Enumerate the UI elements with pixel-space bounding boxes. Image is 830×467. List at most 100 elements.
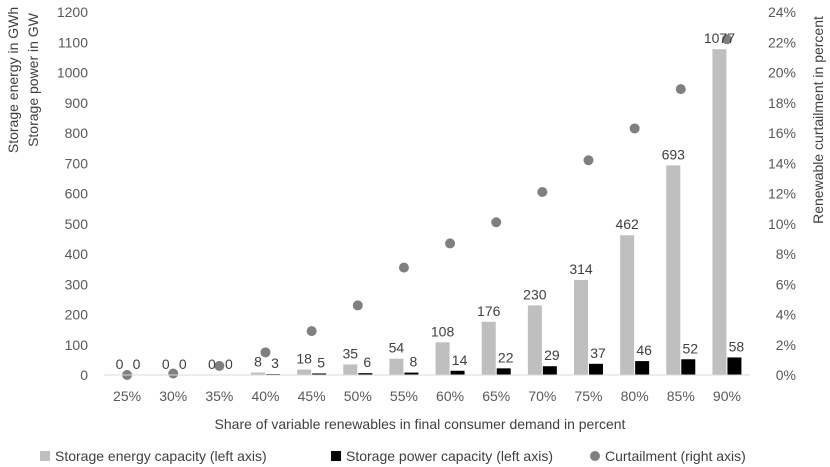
x-tick-85pct: 85% xyxy=(667,388,695,404)
x-tick-60pct: 60% xyxy=(436,388,464,404)
legend-swatch-energy xyxy=(40,451,50,461)
bar-energy-70pct xyxy=(527,305,542,375)
x-tick-55pct: 55% xyxy=(390,388,418,404)
data-label-energy-65pct: 176 xyxy=(477,303,501,319)
right-axis-ticks: 0% 2% 4% 6% 8% 10% 12% 14% 16% 18% 20% 22% 24% xyxy=(768,4,796,383)
y-tick-left-500: 500 xyxy=(65,216,89,232)
data-label-power-85pct: 52 xyxy=(682,340,698,356)
point-curtailment-65pct xyxy=(491,217,502,228)
data-labels: 0 0 0 0 0 0 8 3 18 535654810814176222302931437462… xyxy=(116,30,745,372)
y-tick-left-800: 800 xyxy=(65,125,89,141)
x-tick-35pct: 35% xyxy=(205,388,233,404)
bar-energy-50pct xyxy=(343,364,358,375)
legend-swatch-power xyxy=(331,451,341,461)
point-curtailment-40pct xyxy=(260,347,271,358)
y-tick-left-700: 700 xyxy=(65,155,89,171)
y-tick-right-22pct: 22% xyxy=(768,34,796,50)
data-label-energy-55pct: 54 xyxy=(389,340,405,356)
left-axis-ticks: 0 100 200 300 400 500 600 700 800 900 1000 1100 1200 xyxy=(57,4,88,383)
y-tick-right-8pct: 8% xyxy=(776,246,796,262)
y-tick-left-900: 900 xyxy=(65,95,89,111)
data-label-energy-30pct: 0 xyxy=(162,356,170,372)
bar-energy-60pct xyxy=(435,342,450,375)
point-curtailment-60pct xyxy=(445,238,456,249)
bar-power-55pct xyxy=(404,372,419,375)
bar-energy-80pct xyxy=(620,235,635,375)
legend-label-power: Storage power capacity (left axis) xyxy=(346,448,553,464)
bar-energy-65pct xyxy=(481,321,496,375)
y-tick-left-400: 400 xyxy=(65,246,89,262)
bar-energy-45pct xyxy=(297,369,312,375)
x-tick-90pct: 90% xyxy=(713,388,741,404)
data-label-power-75pct: 37 xyxy=(590,345,606,361)
data-label-power-80pct: 46 xyxy=(636,342,652,358)
data-label-energy-85pct: 693 xyxy=(662,146,686,162)
y-tick-left-0: 0 xyxy=(80,367,88,383)
x-tick-45pct: 45% xyxy=(298,388,326,404)
bar-power-60pct xyxy=(450,370,465,375)
point-curtailment-75pct xyxy=(583,155,594,166)
data-label-power-55pct: 8 xyxy=(410,354,418,370)
legend-swatch-curtailment xyxy=(590,451,600,461)
point-curtailment-90pct xyxy=(721,34,732,45)
x-tick-75pct: 75% xyxy=(574,388,602,404)
x-axis-ticks: 25% 30% 35% 40% 45% 50% 55% 60% 65% 70% 75% 80% 85% 9… xyxy=(113,388,741,404)
x-tick-30pct: 30% xyxy=(159,388,187,404)
bar-energy-85pct xyxy=(666,165,681,375)
y-tick-right-4pct: 4% xyxy=(776,307,796,323)
y-tick-left-1000: 1000 xyxy=(57,65,88,81)
legend-label-energy: Storage energy capacity (left axis) xyxy=(55,448,267,464)
y-tick-right-24pct: 24% xyxy=(768,4,796,20)
x-tick-80pct: 80% xyxy=(621,388,649,404)
bar-power-70pct xyxy=(542,366,557,375)
point-curtailment-55pct xyxy=(398,262,409,273)
data-label-energy-45pct: 18 xyxy=(296,351,312,367)
point-curtailment-80pct xyxy=(629,123,640,134)
y-tick-right-6pct: 6% xyxy=(776,276,796,292)
data-label-power-35pct: 0 xyxy=(225,356,233,372)
point-curtailment-70pct xyxy=(537,186,548,197)
x-tick-50pct: 50% xyxy=(344,388,372,404)
legend: Storage energy capacity (left axis) Stor… xyxy=(40,448,746,464)
data-label-power-30pct: 0 xyxy=(179,356,187,372)
bar-energy-75pct xyxy=(574,280,588,375)
data-label-power-65pct: 22 xyxy=(498,349,514,365)
legend-label-curtailment: Curtailment (right axis) xyxy=(605,448,746,464)
data-label-energy-80pct: 462 xyxy=(615,216,639,232)
y-axis-title-left-line1: Storage energy in GWh xyxy=(5,7,21,153)
data-label-power-70pct: 29 xyxy=(544,347,560,363)
data-label-power-50pct: 6 xyxy=(363,354,371,370)
data-label-energy-60pct: 108 xyxy=(431,323,455,339)
bar-power-65pct xyxy=(496,368,511,375)
y-tick-right-12pct: 12% xyxy=(768,186,796,202)
bar-energy-55pct xyxy=(389,358,404,375)
data-label-power-40pct: 3 xyxy=(271,355,279,371)
data-label-energy-25pct: 0 xyxy=(116,356,124,372)
bars xyxy=(251,49,742,376)
y-tick-left-1100: 1100 xyxy=(58,34,88,50)
y-tick-right-16pct: 16% xyxy=(768,125,796,141)
x-tick-25pct: 25% xyxy=(113,388,141,404)
point-curtailment-50pct xyxy=(352,300,363,311)
data-label-energy-40pct: 8 xyxy=(254,354,262,370)
point-curtailment-85pct xyxy=(675,84,686,95)
y-tick-right-18pct: 18% xyxy=(768,95,796,111)
y-axis-title-left-line2: Storage power in GW xyxy=(25,12,41,147)
y-axis-title-right: Renewable curtailment in percent xyxy=(810,16,826,224)
bar-power-45pct xyxy=(312,373,327,375)
x-tick-65pct: 65% xyxy=(482,388,510,404)
y-tick-right-2pct: 2% xyxy=(776,337,796,353)
curtailment-points xyxy=(122,34,732,380)
y-tick-right-0pct: 0% xyxy=(776,367,796,383)
bar-energy-40pct xyxy=(251,372,265,375)
data-label-power-90pct: 58 xyxy=(729,338,745,354)
y-tick-left-100: 100 xyxy=(65,337,89,353)
bar-power-80pct xyxy=(635,361,650,375)
data-label-energy-90pct: 1077 xyxy=(704,30,735,46)
point-curtailment-35pct xyxy=(214,360,225,371)
x-axis-title: Share of variable renewables in final co… xyxy=(215,416,626,432)
bar-power-75pct xyxy=(589,363,603,375)
data-label-power-25pct: 0 xyxy=(133,356,141,372)
y-tick-left-200: 200 xyxy=(65,307,89,323)
